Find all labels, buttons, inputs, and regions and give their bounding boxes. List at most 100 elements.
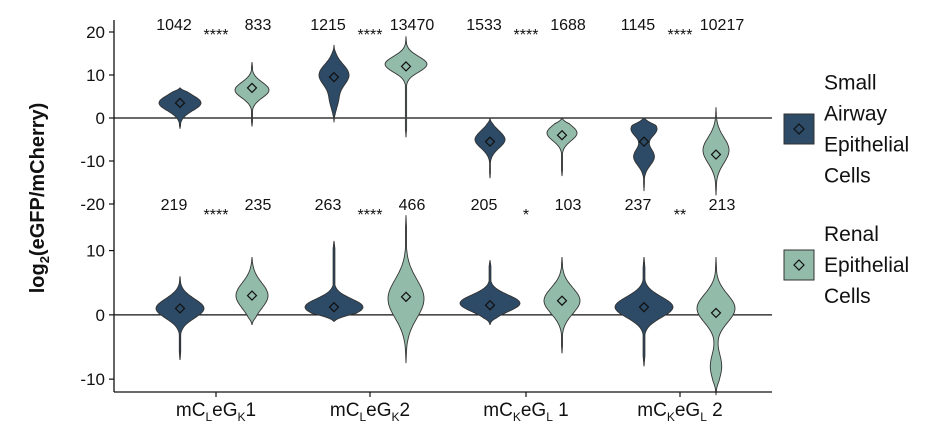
significance-label: *	[523, 207, 529, 224]
legend-mean-marker	[793, 259, 805, 271]
legend-swatch-renal	[783, 249, 815, 281]
x-tick-label: mCKeGL 2	[637, 400, 722, 422]
mean-marker-diamond	[638, 136, 650, 147]
y-tick-label: 0	[96, 109, 105, 128]
x-tick-label-part: 1	[246, 400, 257, 421]
violin-small-airway	[474, 117, 506, 179]
x-tick-label-subscript: L	[359, 410, 366, 422]
significance-label: ****	[358, 207, 383, 224]
x-tick-label-part: 2	[400, 400, 411, 421]
sample-size-label: 1042	[156, 17, 192, 34]
sample-size-label: 103	[555, 197, 582, 214]
x-tick-label-subscript: K	[513, 410, 521, 422]
x-tick-label-part: eG	[212, 400, 237, 421]
x-tick-label-part: 1	[553, 400, 569, 421]
mean-marker-diamond	[556, 129, 568, 141]
x-tick-label: mCKeGL 1	[483, 400, 568, 422]
mean-marker-diamond	[174, 97, 186, 109]
legend-mean-marker	[793, 123, 805, 135]
y-tick-label: 0	[96, 306, 105, 325]
x-tick-label-subscript: K	[667, 410, 675, 422]
sample-size-label: 1145	[621, 17, 656, 34]
significance-label: **	[674, 207, 686, 224]
mean-marker-diamond	[556, 295, 568, 307]
x-tick-label-part: 2	[707, 400, 723, 421]
significance-label: ****	[358, 27, 383, 44]
y-axis-title: log2(eGFP/mCherry)	[27, 103, 52, 294]
y-axis-title-prefix: log	[27, 263, 49, 293]
sample-size-label: 466	[399, 197, 426, 214]
mean-marker-diamond	[328, 301, 340, 313]
mean-marker-diamond	[400, 291, 412, 303]
x-tick-label: mCLeGK1	[176, 400, 256, 422]
x-tick-label-part: eG	[675, 400, 700, 421]
x-tick-label-part: mC	[176, 400, 206, 421]
violin-small-airway	[155, 276, 205, 360]
violin-small-airway	[318, 44, 350, 123]
violin-small-airway	[459, 260, 521, 325]
y-axis-title-container: log2(eGFP/mCherry)	[14, 48, 56, 348]
sample-size-label: 237	[625, 197, 652, 214]
x-tick-label-subscript: L	[205, 410, 212, 422]
y-tick-label: 10	[86, 242, 105, 261]
x-tick-label-part: mC	[637, 400, 667, 421]
violin-renal	[384, 36, 428, 138]
y-axis-title-rest: (eGFP/mCherry)	[27, 103, 49, 256]
sample-size-label: 219	[161, 197, 188, 214]
violin-small-airway	[630, 117, 658, 192]
x-tick-label-subscript: K	[238, 410, 246, 422]
sample-size-label: 833	[245, 17, 272, 34]
mean-marker-diamond	[710, 307, 722, 319]
x-tick-label-subscript: L	[546, 410, 553, 422]
y-tick-label: -10	[80, 152, 105, 171]
violin-renal	[234, 62, 270, 127]
mean-marker-diamond	[484, 136, 496, 147]
mean-marker-diamond	[246, 290, 258, 301]
violin-renal	[546, 117, 578, 177]
x-tick-label: mCLeGK2	[330, 400, 410, 422]
y-tick-label: -20	[80, 195, 105, 214]
mean-marker-diamond	[400, 61, 412, 72]
significance-label: ****	[668, 27, 693, 44]
violin-renal	[387, 215, 425, 364]
y-tick-label: -10	[80, 370, 105, 389]
legend-label-line: Airway	[824, 103, 888, 126]
legend-label-line: Epithelial	[824, 134, 909, 157]
y-tick-label: 10	[86, 66, 105, 85]
sample-size-label: 235	[245, 197, 272, 214]
legend-label-line: Small	[824, 72, 877, 95]
x-tick-label-subscript: K	[392, 410, 400, 422]
y-tick-label: 20	[86, 23, 105, 42]
mean-marker-diamond	[710, 149, 722, 160]
x-tick-label-part: mC	[483, 400, 513, 421]
significance-label: ****	[204, 207, 229, 224]
sample-size-label: 263	[315, 197, 342, 214]
sample-size-label: 1533	[466, 17, 502, 34]
sample-size-label: 13470	[390, 17, 435, 34]
legend-swatch-small-airway	[783, 113, 815, 145]
legend-label-line: Renal	[824, 223, 879, 246]
x-tick-label-part: mC	[330, 400, 360, 421]
x-tick-label-part: eG	[521, 400, 546, 421]
mean-marker-diamond	[174, 303, 186, 314]
legend-label-line: Cells	[824, 165, 871, 188]
mean-marker-diamond	[638, 301, 650, 313]
violin-small-airway	[304, 240, 364, 322]
legend-label-line: Epithelial	[824, 254, 909, 277]
mean-marker-diamond	[328, 71, 340, 83]
violin-small-airway	[158, 87, 202, 129]
mean-marker-diamond	[246, 82, 258, 94]
significance-label: ****	[514, 27, 539, 44]
violin-renal	[702, 107, 730, 196]
sample-size-label: 1688	[550, 17, 586, 34]
sample-size-label: 205	[471, 197, 498, 214]
violin-renal	[696, 256, 736, 396]
x-tick-label-subscript: L	[700, 410, 707, 422]
mean-marker-diamond	[484, 299, 496, 311]
sample-size-label: 213	[709, 197, 736, 214]
y-axis-title-svg: log2(eGFP/mCherry)	[27, 103, 52, 294]
significance-label: ****	[204, 27, 229, 44]
legend-label-line: Cells	[824, 285, 871, 308]
x-tick-label-part: eG	[366, 400, 391, 421]
